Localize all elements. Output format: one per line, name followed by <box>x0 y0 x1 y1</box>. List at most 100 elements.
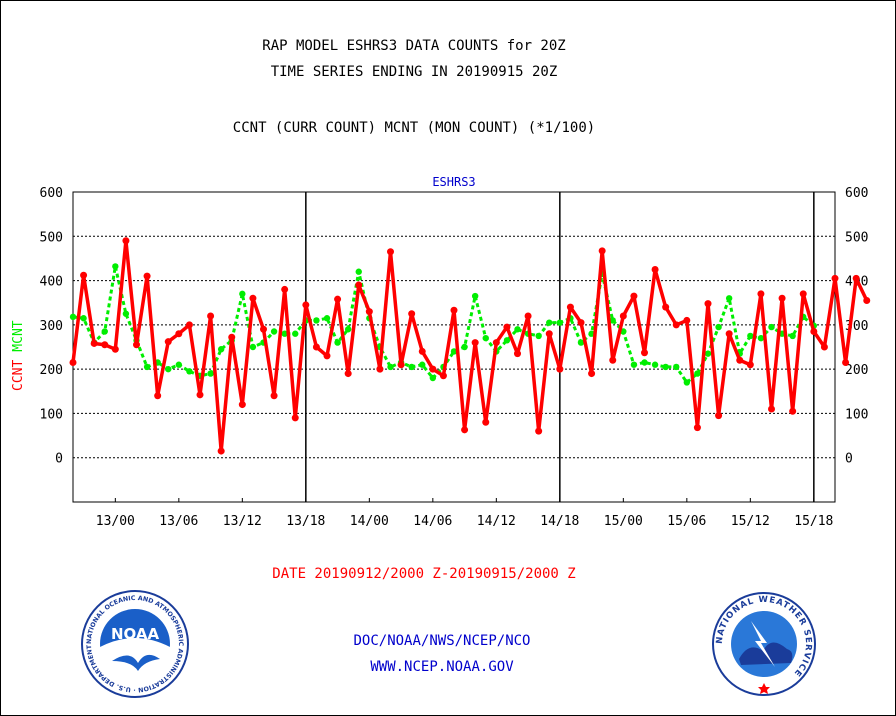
data-point-mcnt <box>344 326 352 333</box>
data-point-ccnt <box>323 352 331 360</box>
data-point-ccnt <box>355 281 363 289</box>
data-point-ccnt <box>768 405 775 413</box>
data-point-ccnt <box>799 290 807 298</box>
data-point-ccnt <box>693 424 701 432</box>
data-point-ccnt <box>387 248 394 256</box>
data-point-ccnt <box>80 271 88 279</box>
data-point-mcnt <box>757 334 765 342</box>
x-tick-label: 15/06 <box>667 514 706 529</box>
data-point-mcnt <box>419 361 426 368</box>
data-point-ccnt <box>609 356 617 364</box>
data-point-ccnt <box>630 292 638 300</box>
data-point-ccnt <box>196 391 204 399</box>
x-tick-label: 15/12 <box>731 514 770 529</box>
data-point-ccnt <box>588 370 596 378</box>
data-point-mcnt <box>387 363 394 371</box>
data-point-ccnt <box>291 414 299 422</box>
data-point-mcnt <box>747 332 754 340</box>
x-tick-label: 14/00 <box>350 514 389 529</box>
data-point-mcnt <box>471 292 479 300</box>
data-point-ccnt <box>810 328 818 335</box>
x-tick-label: 13/18 <box>286 514 325 529</box>
data-point-ccnt <box>154 392 162 400</box>
data-point-mcnt <box>556 319 564 326</box>
data-point-ccnt <box>598 247 606 255</box>
data-point-mcnt <box>281 330 288 337</box>
data-point-ccnt <box>175 330 183 338</box>
y-tick-label-left: 200 <box>40 363 63 378</box>
data-point-ccnt <box>651 266 659 273</box>
data-point-ccnt <box>577 319 585 327</box>
data-point-mcnt <box>789 332 796 340</box>
x-tick-label: 13/00 <box>96 514 135 529</box>
data-point-mcnt <box>546 319 553 326</box>
data-point-mcnt <box>292 330 299 337</box>
data-point-mcnt <box>683 379 691 386</box>
series-title: ESHRS3 <box>432 175 475 189</box>
chart-title-line2: TIME SERIES ENDING IN 20190915 20Z <box>270 64 558 80</box>
data-point-mcnt <box>535 332 542 340</box>
data-point-ccnt <box>535 427 543 435</box>
data-point-ccnt <box>429 365 437 373</box>
data-point-mcnt <box>217 346 225 353</box>
data-point-ccnt <box>439 372 447 380</box>
data-point-mcnt <box>270 328 278 335</box>
data-point-ccnt <box>757 290 765 298</box>
data-point-mcnt <box>112 263 119 270</box>
data-point-ccnt <box>238 401 246 409</box>
data-point-mcnt <box>69 313 77 321</box>
data-point-ccnt <box>662 303 670 311</box>
data-point-ccnt <box>461 426 469 434</box>
data-point-ccnt <box>334 295 342 303</box>
data-point-ccnt <box>863 297 871 304</box>
y-tick-label-left: 600 <box>40 186 63 201</box>
data-point-ccnt <box>715 412 723 420</box>
data-point-ccnt <box>746 361 754 369</box>
data-point-mcnt <box>323 315 331 322</box>
data-point-mcnt <box>207 370 214 377</box>
data-point-ccnt <box>778 294 786 302</box>
x-tick-label: 15/00 <box>604 514 643 529</box>
data-point-ccnt <box>852 274 860 282</box>
data-point-ccnt <box>69 359 77 366</box>
data-point-mcnt <box>630 361 638 368</box>
data-point-ccnt <box>450 306 458 314</box>
data-point-ccnt <box>397 361 405 369</box>
data-point-mcnt <box>641 359 648 366</box>
data-point-ccnt <box>556 365 564 373</box>
credit-agency: DOC/NOAA/NWS/NCEP/NCO <box>353 633 531 649</box>
y-tick-label-right: 500 <box>845 230 868 245</box>
chart-subtitle: CCNT (CURR COUNT) MCNT (MON COUNT) (*1/1… <box>232 120 596 136</box>
data-point-ccnt <box>143 272 151 280</box>
x-tick-label: 14/12 <box>477 514 516 529</box>
data-point-mcnt <box>704 350 712 357</box>
data-point-ccnt <box>312 343 320 351</box>
data-point-ccnt <box>736 356 744 364</box>
data-point-ccnt <box>566 303 574 311</box>
data-point-ccnt <box>228 333 236 341</box>
y-axis-label-ccnt: CCNT <box>11 360 26 391</box>
data-point-ccnt <box>842 359 850 366</box>
data-point-ccnt <box>683 316 691 324</box>
data-point-mcnt <box>101 328 108 335</box>
x-tick-label: 13/12 <box>223 514 262 529</box>
y-tick-label-right: 200 <box>845 363 868 378</box>
data-point-ccnt <box>545 330 553 338</box>
data-point-ccnt <box>249 294 257 302</box>
data-point-ccnt <box>492 339 500 347</box>
data-point-ccnt <box>260 325 267 333</box>
data-point-ccnt <box>376 365 384 373</box>
data-point-mcnt <box>186 368 193 375</box>
data-point-mcnt <box>577 339 585 346</box>
noaa-center-text: NOAA <box>111 625 160 643</box>
data-point-mcnt <box>725 295 733 302</box>
data-point-mcnt <box>609 317 616 324</box>
data-point-ccnt <box>418 347 426 355</box>
data-point-ccnt <box>90 339 98 347</box>
data-point-mcnt <box>503 337 511 344</box>
x-tick-label: 14/18 <box>540 514 579 529</box>
data-point-mcnt <box>355 268 362 275</box>
x-tick-label: 13/06 <box>159 514 198 529</box>
